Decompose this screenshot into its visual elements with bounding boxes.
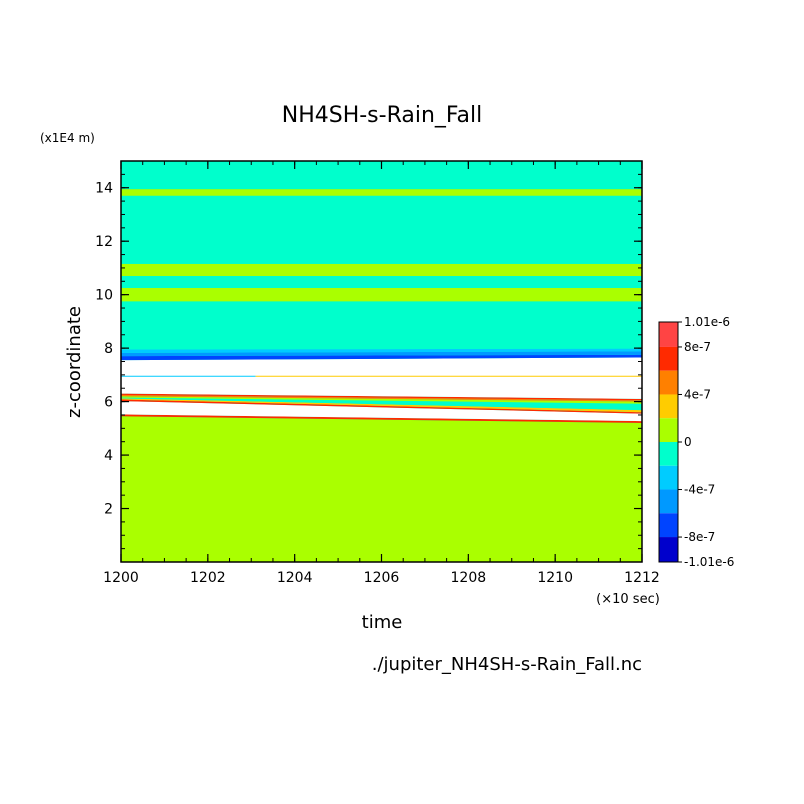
y-tick-label: 10 [95,288,113,304]
colorbar-level [659,418,678,442]
x-axis-label: time [362,612,403,633]
colorbar-level [659,513,678,538]
colorbar-level [659,465,678,490]
x-tick-label: 1208 [451,570,487,586]
y-tick-label: 12 [95,234,113,250]
x-tick-label: 1206 [364,570,400,586]
contour-band [121,398,642,413]
contour-band [121,397,642,411]
colorbar-level [659,442,678,466]
y-tick-label: 6 [104,395,113,411]
x-tick-label: 1200 [103,570,139,586]
contour-band [121,414,642,423]
colorbar-level [659,394,678,419]
colorbar-tick-label: -4e-7 [684,483,715,497]
contour-band [121,263,642,276]
contour-band [121,275,642,288]
contour-band [121,416,642,562]
y-axis-unit: (x1E4 m) [40,131,95,145]
contour-band [121,287,642,302]
colorbar-tick-label: -1.01e-6 [684,555,734,569]
colorbar-tick-label: 1.01e-6 [684,315,730,329]
colorbar-level [659,370,678,395]
colorbar: 1.01e-6 8e-7 4e-7 0 -4e-7 -8e-7 -1.01e-6 [658,315,734,569]
contour-band [121,396,642,404]
contour-band [121,195,642,264]
source-file-label: ./jupiter_NH4SH-s-Rain_Fall.nc [372,654,642,675]
x-tick-label: 1202 [190,570,226,586]
contour-band [121,348,642,353]
y-tick-label: 8 [104,341,113,357]
y-tick-label: 4 [104,448,113,464]
y-axis-label: z-coordinate [64,306,85,418]
colorbar-level [659,489,678,514]
y-tick-label: 14 [95,181,113,197]
plot-area [121,161,642,562]
contour-band [121,401,642,422]
colorbar-level [659,346,678,371]
contour-band [121,394,642,402]
contour-band [121,301,642,350]
y-tick-label: 2 [104,502,113,518]
x-tick-label: 1210 [537,570,573,586]
chart-title: NH4SH-s-Rain_Fall [282,103,483,128]
colorbar-tick-label: -8e-7 [684,530,715,544]
colorbar-tick-label: 8e-7 [684,340,711,354]
y-axis: 2 4 6 8 10 12 14 [95,173,642,550]
contour-band [121,357,642,399]
x-tick-label: 1212 [624,570,660,586]
colorbar-level [659,537,678,562]
x-tick-label: 1204 [277,570,313,586]
contour-band [121,393,642,401]
contour-band [121,354,642,361]
x-axis: 1200 1202 1204 1206 1208 1210 1212 [103,161,660,586]
contour-band [121,161,642,190]
colorbar-tick-label: 0 [684,435,692,449]
colorbar-level [659,322,678,347]
colorbar-tick-label: 4e-7 [684,387,711,401]
contour-band [121,189,642,196]
contour-band [121,399,642,414]
x-axis-unit: (×10 sec) [596,592,660,607]
